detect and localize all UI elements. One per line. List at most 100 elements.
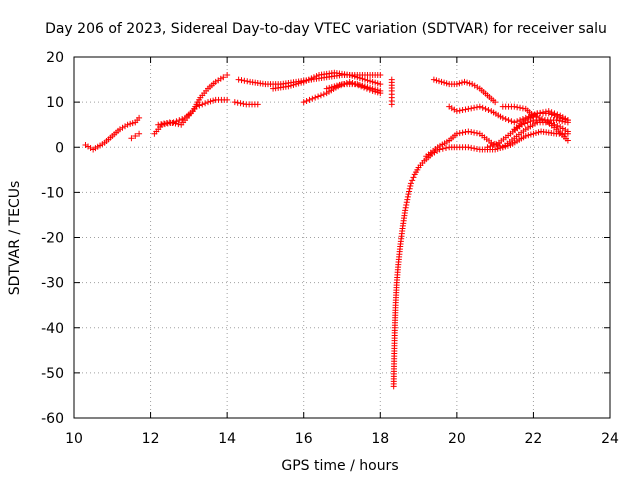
data-point-marker bbox=[369, 85, 376, 92]
data-point-marker bbox=[155, 121, 162, 128]
data-point-marker bbox=[492, 99, 499, 106]
data-point-marker bbox=[336, 81, 343, 88]
series-arc-17 bbox=[511, 108, 571, 133]
data-point-marker bbox=[254, 101, 261, 108]
data-point-marker bbox=[129, 120, 136, 127]
data-point-marker bbox=[514, 104, 521, 111]
data-point-marker bbox=[441, 79, 448, 86]
data-point-marker bbox=[525, 132, 532, 139]
x-tick-label: 16 bbox=[295, 431, 313, 447]
data-point-marker bbox=[300, 99, 307, 106]
data-point-marker bbox=[519, 116, 526, 123]
data-point-marker bbox=[193, 103, 200, 110]
data-point-marker bbox=[369, 78, 376, 85]
data-point-marker bbox=[535, 129, 542, 136]
data-point-marker bbox=[403, 199, 410, 206]
x-tick-label: 24 bbox=[601, 431, 619, 447]
data-point-marker bbox=[402, 207, 409, 214]
data-point-marker bbox=[511, 103, 518, 110]
data-point-marker bbox=[356, 81, 363, 88]
data-point-marker bbox=[471, 104, 478, 111]
x-axis-title: GPS time / hours bbox=[281, 458, 398, 474]
data-point-marker bbox=[210, 97, 217, 104]
series-arc-13 bbox=[430, 76, 499, 106]
data-point-marker bbox=[548, 109, 555, 116]
data-point-marker bbox=[492, 146, 499, 153]
data-point-marker bbox=[310, 74, 317, 81]
y-tick-label: 0 bbox=[55, 140, 64, 156]
data-point-marker bbox=[287, 82, 294, 89]
y-tick-label: -30 bbox=[41, 276, 64, 292]
data-point-marker bbox=[468, 144, 475, 151]
data-point-marker bbox=[326, 84, 333, 91]
data-point-marker bbox=[235, 76, 242, 83]
data-point-marker bbox=[496, 143, 503, 150]
data-point-marker bbox=[473, 145, 480, 152]
data-point-marker bbox=[511, 119, 518, 126]
data-point-marker bbox=[459, 129, 466, 136]
data-point-marker bbox=[359, 75, 366, 82]
data-point-marker bbox=[199, 101, 206, 108]
data-point-marker bbox=[303, 77, 310, 84]
data-point-marker bbox=[175, 121, 182, 128]
data-point-marker bbox=[564, 137, 571, 144]
data-point-marker bbox=[482, 105, 489, 112]
data-point-marker bbox=[309, 95, 316, 102]
data-point-marker bbox=[479, 104, 486, 111]
data-point-marker bbox=[295, 80, 302, 87]
data-point-marker bbox=[346, 72, 353, 79]
data-point-marker bbox=[290, 81, 297, 88]
data-point-marker bbox=[493, 140, 500, 147]
data-point-marker bbox=[333, 82, 340, 89]
series-arc-3 bbox=[151, 72, 231, 137]
data-point-marker bbox=[402, 204, 409, 211]
data-point-marker bbox=[354, 81, 361, 88]
data-point-marker bbox=[404, 196, 411, 203]
y-tick-label: -40 bbox=[41, 321, 64, 337]
y-tick-label: -20 bbox=[41, 231, 64, 247]
data-point-marker bbox=[551, 110, 558, 117]
data-point-marker bbox=[300, 78, 307, 85]
data-point-marker bbox=[377, 81, 384, 88]
data-point-marker bbox=[490, 141, 497, 148]
data-point-marker bbox=[564, 128, 571, 135]
data-point-marker bbox=[435, 78, 442, 85]
data-point-marker bbox=[132, 132, 139, 139]
data-point-marker bbox=[320, 91, 327, 98]
data-point-marker bbox=[517, 117, 524, 124]
data-point-marker bbox=[487, 143, 494, 150]
y-tick-label: 20 bbox=[46, 50, 64, 66]
data-point-marker bbox=[359, 82, 366, 89]
data-point-marker bbox=[234, 99, 241, 106]
data-point-marker bbox=[160, 120, 167, 127]
data-point-marker bbox=[443, 145, 450, 152]
data-point-marker bbox=[349, 72, 356, 79]
data-point-marker bbox=[462, 129, 469, 136]
data-point-marker bbox=[453, 130, 460, 137]
data-point-marker bbox=[540, 109, 546, 116]
series-arc-16 bbox=[484, 117, 571, 151]
y-tick-label: -50 bbox=[41, 366, 64, 382]
data-point-marker bbox=[532, 129, 539, 136]
data-point-marker bbox=[372, 86, 379, 93]
y-tick-label: -10 bbox=[41, 185, 64, 201]
data-point-marker bbox=[458, 79, 465, 86]
data-point-marker bbox=[537, 109, 544, 116]
data-point-marker bbox=[430, 76, 437, 83]
data-point-marker bbox=[331, 83, 338, 90]
data-point-marker bbox=[404, 193, 411, 200]
data-point-marker bbox=[224, 96, 231, 103]
data-point-marker bbox=[456, 130, 463, 137]
data-point-marker bbox=[224, 72, 231, 79]
data-point-marker bbox=[136, 114, 143, 121]
data-point-marker bbox=[367, 78, 374, 85]
data-point-marker bbox=[519, 105, 526, 112]
data-point-marker bbox=[456, 80, 463, 87]
data-point-marker bbox=[410, 174, 417, 181]
data-point-marker bbox=[202, 100, 209, 107]
data-point-marker bbox=[241, 77, 248, 84]
data-point-marker bbox=[465, 128, 472, 135]
data-point-marker bbox=[240, 100, 247, 107]
data-point-marker bbox=[293, 81, 300, 88]
